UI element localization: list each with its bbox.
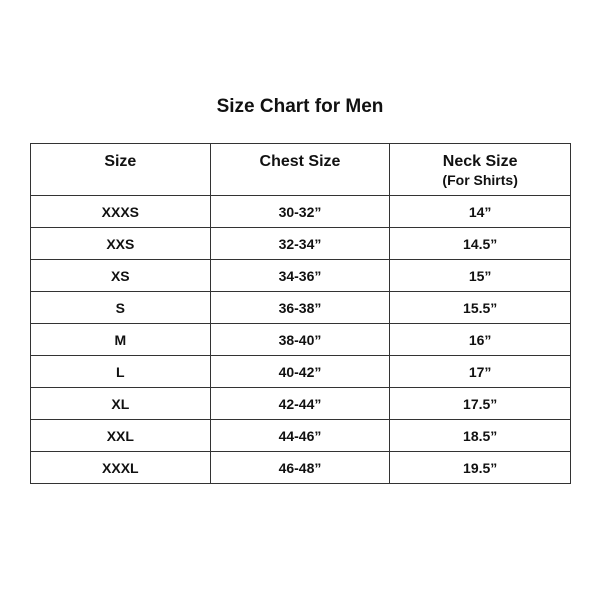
cell-size: XXS [30,227,211,260]
cell-neck: 14.5” [389,227,571,260]
table-header-row: Size Chest Size Neck Size (For Shirts) [30,143,571,196]
cell-size: M [30,323,211,356]
cell-neck: 14” [389,195,571,228]
table-row: XXS 32-34” 14.5” [30,227,571,260]
cell-neck: 17” [389,355,571,388]
cell-chest: 30-32” [209,195,391,228]
table-row: M 38-40” 16” [30,323,571,356]
header-size: Size [30,143,211,196]
cell-chest: 42-44” [209,387,391,420]
cell-neck: 18.5” [389,419,571,452]
cell-neck: 15.5” [389,291,571,324]
size-chart-table: Size Chest Size Neck Size (For Shirts) XX… [30,143,571,484]
table-row: S 36-38” 15.5” [30,291,571,324]
table-row: XXXS 30-32” 14” [30,195,571,228]
cell-chest: 44-46” [209,419,391,452]
cell-size: L [30,355,211,388]
cell-chest: 38-40” [209,323,391,356]
header-neck: Neck Size (For Shirts) [389,143,571,196]
table-row: XXXL 46-48” 19.5” [30,451,571,484]
cell-chest: 32-34” [209,227,391,260]
header-neck-sublabel: (For Shirts) [442,172,518,188]
header-neck-label: Neck Size [442,153,518,170]
table-row: XS 34-36” 15” [30,259,571,292]
cell-size: XL [30,387,211,420]
cell-chest: 40-42” [209,355,391,388]
header-chest: Chest Size [209,143,391,196]
header-chest-label: Chest Size [259,153,341,170]
cell-neck: 19.5” [389,451,571,484]
cell-neck: 15” [389,259,571,292]
cell-neck: 16” [389,323,571,356]
cell-chest: 36-38” [209,291,391,324]
cell-size: XXXS [30,195,211,228]
header-size-label: Size [104,153,137,170]
table-row: L 40-42” 17” [30,355,571,388]
cell-size: S [30,291,211,324]
cell-size: XXXL [30,451,211,484]
cell-size: XXL [30,419,211,452]
cell-chest: 34-36” [209,259,391,292]
table-row: XL 42-44” 17.5” [30,387,571,420]
cell-neck: 17.5” [389,387,571,420]
page-title: Size Chart for Men [216,96,384,117]
cell-chest: 46-48” [209,451,391,484]
table-row: XXL 44-46” 18.5” [30,419,571,452]
cell-size: XS [30,259,211,292]
